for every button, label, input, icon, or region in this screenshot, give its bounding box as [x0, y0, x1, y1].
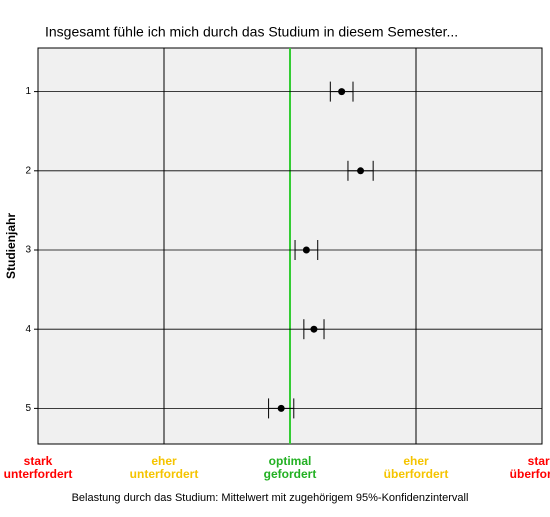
y-tick-label: 1: [25, 86, 31, 97]
chart-title: Insgesamt fühle ich mich durch das Studi…: [45, 24, 458, 40]
y-tick-label: 5: [25, 403, 31, 414]
x-tick-label: optimal gefordert: [264, 454, 317, 481]
y-tick-label: 3: [25, 245, 31, 256]
x-tick-label: stark unterfordert: [4, 454, 73, 481]
x-tick-label: eher überfordert: [384, 454, 449, 481]
y-tick-label: 4: [25, 324, 31, 335]
y-axis-label: Studienjahr: [4, 213, 18, 279]
mean-point: [277, 404, 285, 412]
mean-point: [357, 167, 365, 175]
mean-point: [338, 88, 346, 96]
mean-point: [310, 325, 318, 333]
x-tick-label: eher unterfordert: [130, 454, 199, 481]
x-tick-label: starküberfordert: [510, 454, 550, 481]
x-axis-label: Belastung durch das Studium: Mittelwert …: [72, 492, 469, 504]
mean-point: [302, 246, 310, 254]
y-tick-label: 2: [25, 165, 31, 176]
